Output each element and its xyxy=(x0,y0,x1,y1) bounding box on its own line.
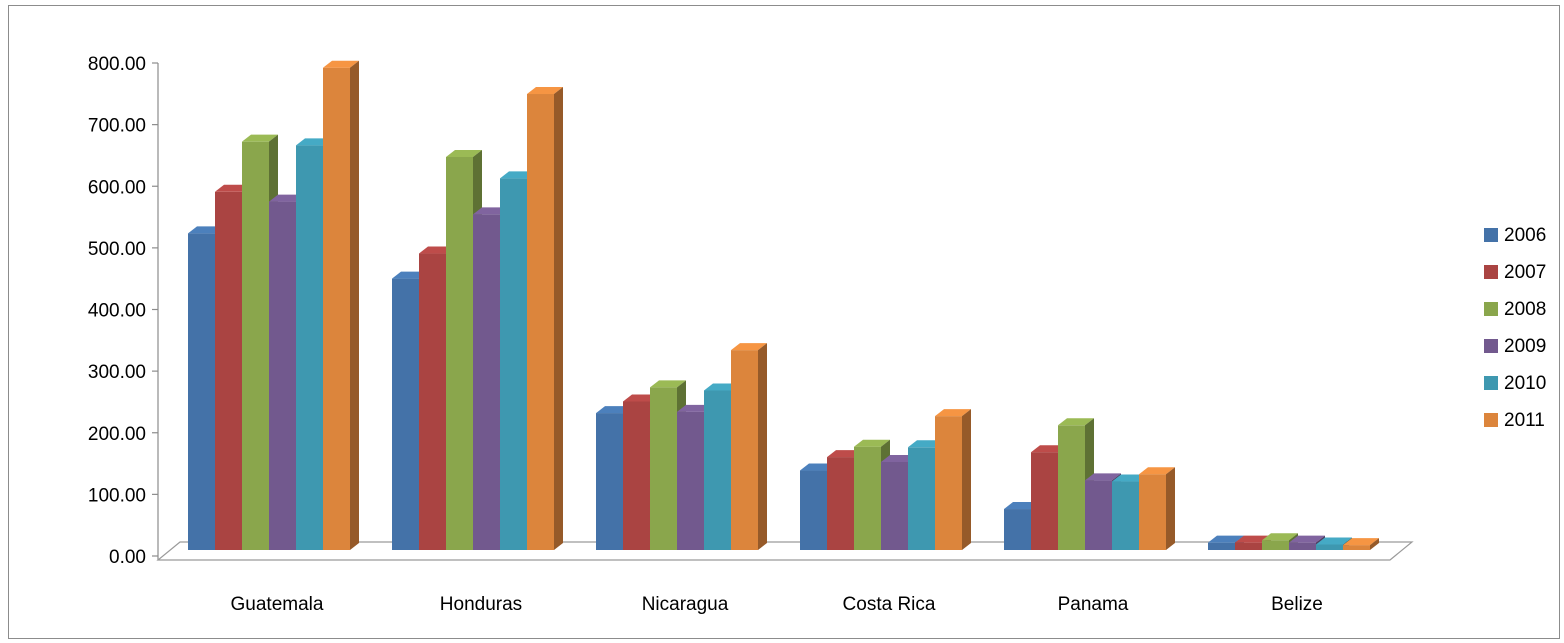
legend-label: 2007 xyxy=(1504,262,1546,283)
bar-top xyxy=(527,87,563,95)
bar xyxy=(1004,509,1031,550)
bar xyxy=(296,145,323,551)
bar-side xyxy=(962,409,971,550)
bar-top xyxy=(650,380,686,388)
y-tick-label: 100.00 xyxy=(88,485,146,506)
bar xyxy=(650,387,677,550)
bar-side xyxy=(1370,538,1379,550)
bar-top xyxy=(446,149,482,157)
floor-outline xyxy=(156,541,1414,561)
x-tick-label: Panama xyxy=(1058,594,1129,615)
bar xyxy=(827,457,854,550)
legend: 2006 2007 2008 2009 2010 2011 xyxy=(1484,225,1546,431)
bar xyxy=(500,178,527,551)
bar xyxy=(908,447,935,550)
legend-label: 2009 xyxy=(1504,336,1546,357)
legend-label: 2008 xyxy=(1504,299,1546,320)
bar-top xyxy=(1316,537,1352,545)
bar-top xyxy=(935,409,971,417)
bar xyxy=(1235,542,1262,550)
bar xyxy=(1316,544,1343,550)
bar xyxy=(242,141,269,550)
bar xyxy=(527,94,554,550)
bar xyxy=(1139,474,1166,550)
bar-side xyxy=(758,343,767,550)
bar xyxy=(1031,452,1058,550)
bar xyxy=(1085,480,1112,550)
chart-floor xyxy=(156,541,1414,561)
bar-top xyxy=(1208,535,1244,543)
y-tick-label: 600.00 xyxy=(88,177,146,198)
bar-top xyxy=(1343,538,1379,546)
bar-top xyxy=(1058,418,1094,426)
bar xyxy=(800,470,827,550)
x-tick-label: Guatemala xyxy=(231,594,324,615)
legend-swatch xyxy=(1484,265,1498,279)
bar xyxy=(596,413,623,550)
bar-side xyxy=(350,60,359,550)
bar xyxy=(1343,545,1370,550)
bar-top xyxy=(731,343,767,351)
legend-label: 2010 xyxy=(1504,373,1546,394)
bar-side xyxy=(1166,467,1175,550)
bar xyxy=(623,401,650,550)
bar-side xyxy=(554,87,563,550)
bar xyxy=(1058,425,1085,550)
bar-top xyxy=(1262,533,1298,541)
legend-swatch xyxy=(1484,339,1498,353)
bar-top xyxy=(242,134,278,142)
y-tick-label: 700.00 xyxy=(88,116,146,137)
bars xyxy=(188,60,1379,551)
bar-top xyxy=(1139,467,1175,475)
legend-swatch xyxy=(1484,376,1498,390)
bar xyxy=(731,350,758,550)
bar-top xyxy=(1289,535,1325,543)
bar xyxy=(188,233,215,550)
bar xyxy=(419,253,446,550)
bar xyxy=(1208,542,1235,550)
y-tick-label: 0.00 xyxy=(109,547,146,568)
bar xyxy=(1289,542,1316,550)
x-tick-label: Honduras xyxy=(440,594,522,615)
legend-swatch xyxy=(1484,302,1498,316)
bar xyxy=(1262,540,1289,550)
bar-top xyxy=(323,60,359,68)
y-tick-label: 800.00 xyxy=(88,54,146,75)
bar xyxy=(446,156,473,550)
bar-top xyxy=(854,439,890,447)
x-tick-label: Belize xyxy=(1271,594,1323,615)
y-tick-label: 500.00 xyxy=(88,239,146,260)
legend-swatch xyxy=(1484,228,1498,242)
y-axis: 0.00 100.00 200.00 300.00 400.00 500.00 600.00… xyxy=(88,54,159,568)
bar xyxy=(677,411,704,550)
bar xyxy=(854,446,881,550)
bar xyxy=(473,214,500,550)
x-tick-label: Nicaragua xyxy=(642,594,729,615)
y-tick-label: 400.00 xyxy=(88,301,146,322)
bar xyxy=(323,67,350,550)
bar xyxy=(392,278,419,550)
y-tick-label: 200.00 xyxy=(88,424,146,445)
legend-label: 2006 xyxy=(1504,225,1546,246)
legend-label: 2011 xyxy=(1504,410,1545,431)
x-tick-label: Costa Rica xyxy=(843,594,936,615)
bar xyxy=(881,461,908,550)
bar xyxy=(269,201,296,550)
bar xyxy=(935,416,962,550)
x-axis-labels: Guatemala Honduras Nicaragua Costa Rica Pana… xyxy=(231,594,1323,615)
bar xyxy=(215,191,242,550)
bar xyxy=(1112,481,1139,550)
y-tick-label: 300.00 xyxy=(88,362,146,383)
legend-swatch xyxy=(1484,413,1498,427)
bar xyxy=(704,390,731,550)
bar-top xyxy=(1085,473,1121,481)
